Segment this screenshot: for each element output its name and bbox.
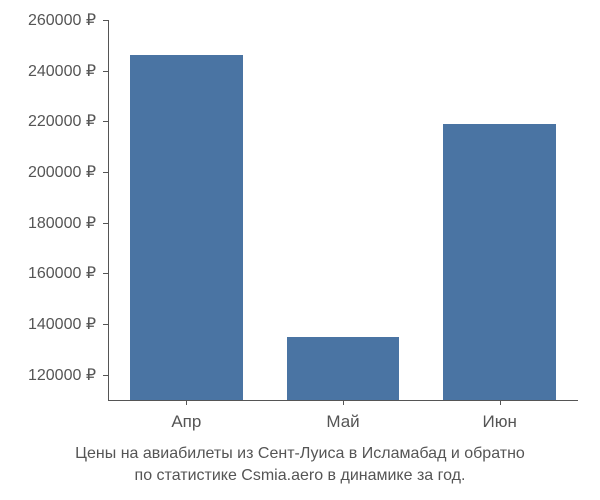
- y-tick-label: 220000 ₽: [28, 111, 96, 131]
- y-tick-mark: [103, 71, 108, 72]
- y-tick-mark: [103, 273, 108, 274]
- y-tick-label: 140000 ₽: [28, 314, 96, 334]
- caption-line-2: по статистике Csmia.aero в динамике за г…: [0, 465, 600, 487]
- x-axis: Апр Май Июн: [108, 400, 578, 440]
- y-tick-mark: [103, 324, 108, 325]
- chart-caption: Цены на авиабилеты из Сент-Луиса в Ислам…: [0, 443, 600, 486]
- y-tick-label: 260000 ₽: [28, 10, 96, 30]
- y-tick-mark: [103, 223, 108, 224]
- x-tick-mark: [500, 400, 501, 405]
- y-tick-mark: [103, 20, 108, 21]
- bar: [130, 55, 243, 400]
- x-tick-label: Июн: [482, 412, 516, 432]
- x-tick-label: Апр: [171, 412, 201, 432]
- y-tick-label: 120000 ₽: [28, 365, 96, 385]
- chart-container: 120000 ₽ 140000 ₽ 160000 ₽ 180000 ₽ 200000 ₽…: [0, 0, 600, 500]
- y-tick-mark: [103, 375, 108, 376]
- x-tick-mark: [343, 400, 344, 405]
- y-tick-label: 240000 ₽: [28, 61, 96, 81]
- y-axis: 120000 ₽ 140000 ₽ 160000 ₽ 180000 ₽ 200000 ₽…: [0, 20, 108, 400]
- bar: [443, 124, 556, 400]
- y-tick-label: 180000 ₽: [28, 213, 96, 233]
- caption-line-1: Цены на авиабилеты из Сент-Луиса в Ислам…: [0, 443, 600, 465]
- x-tick-label: Май: [326, 412, 359, 432]
- y-tick-label: 200000 ₽: [28, 162, 96, 182]
- y-tick-mark: [103, 121, 108, 122]
- plot-area: [108, 20, 578, 400]
- y-tick-label: 160000 ₽: [28, 263, 96, 283]
- bar: [287, 337, 400, 400]
- x-tick-mark: [186, 400, 187, 405]
- y-tick-mark: [103, 172, 108, 173]
